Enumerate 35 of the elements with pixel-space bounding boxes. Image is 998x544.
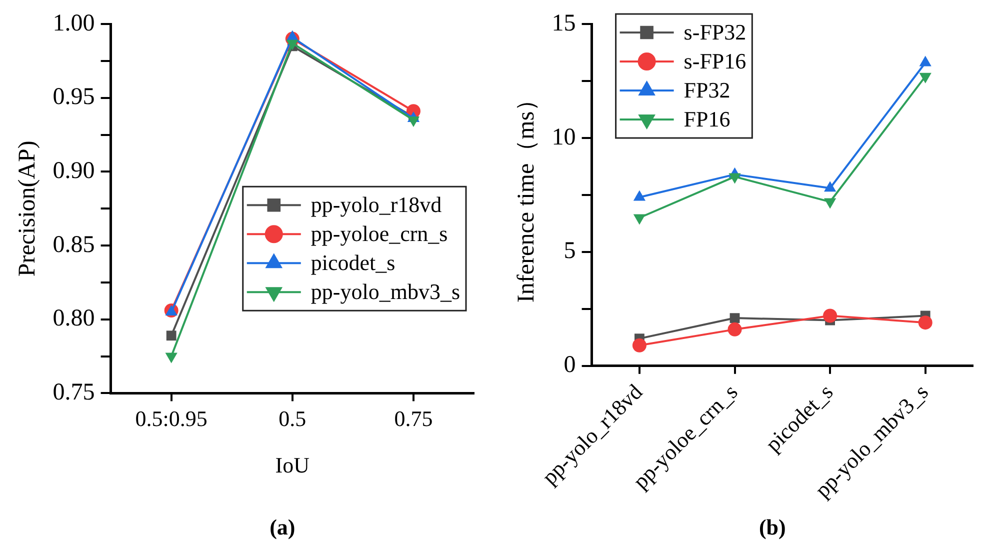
x-tick-label: 0.5	[278, 406, 306, 432]
y-tick-label: 0.90	[52, 158, 95, 184]
y-tick-label: 0.95	[52, 84, 95, 110]
text: (a)	[270, 514, 296, 540]
y-tick-label: 0.80	[52, 306, 95, 332]
legend-label: pp-yolo_r18vd	[310, 192, 442, 217]
legend-label: pp-yolo_mbv3_s	[310, 278, 460, 304]
point	[632, 338, 646, 352]
point	[730, 313, 740, 323]
point	[407, 116, 420, 127]
y-axis-title: Inference time（ms）	[514, 87, 540, 303]
text: (b)	[758, 514, 786, 540]
legend-label: FP32	[684, 77, 730, 102]
point	[824, 181, 836, 192]
y-tick-label: 1.00	[52, 10, 95, 36]
point	[823, 308, 838, 323]
legend-label: picodet_s	[310, 250, 396, 275]
point	[633, 190, 646, 201]
legend-label: pp-yoloe_crn_s	[310, 220, 448, 246]
x-axis-title: IoU	[275, 452, 310, 478]
point	[728, 322, 742, 336]
point	[166, 330, 176, 341]
y-tick-label: 0	[564, 352, 576, 378]
y-tick-label: 10	[552, 124, 576, 150]
point	[919, 56, 932, 66]
y-tick-label: 0.85	[52, 232, 95, 258]
y-tick-label: 15	[552, 10, 576, 36]
x-tick-label: 0.75	[394, 406, 433, 432]
legend-label: FP16	[684, 106, 730, 132]
x-tick-label: 0.5:0.95	[135, 406, 208, 432]
point	[918, 316, 932, 330]
y-tick-label: 5	[564, 238, 576, 264]
y-axis-title: Precision(AP)	[14, 140, 41, 277]
legend-label: s-FP32	[684, 19, 746, 44]
legend-label: s-FP16	[684, 48, 746, 74]
